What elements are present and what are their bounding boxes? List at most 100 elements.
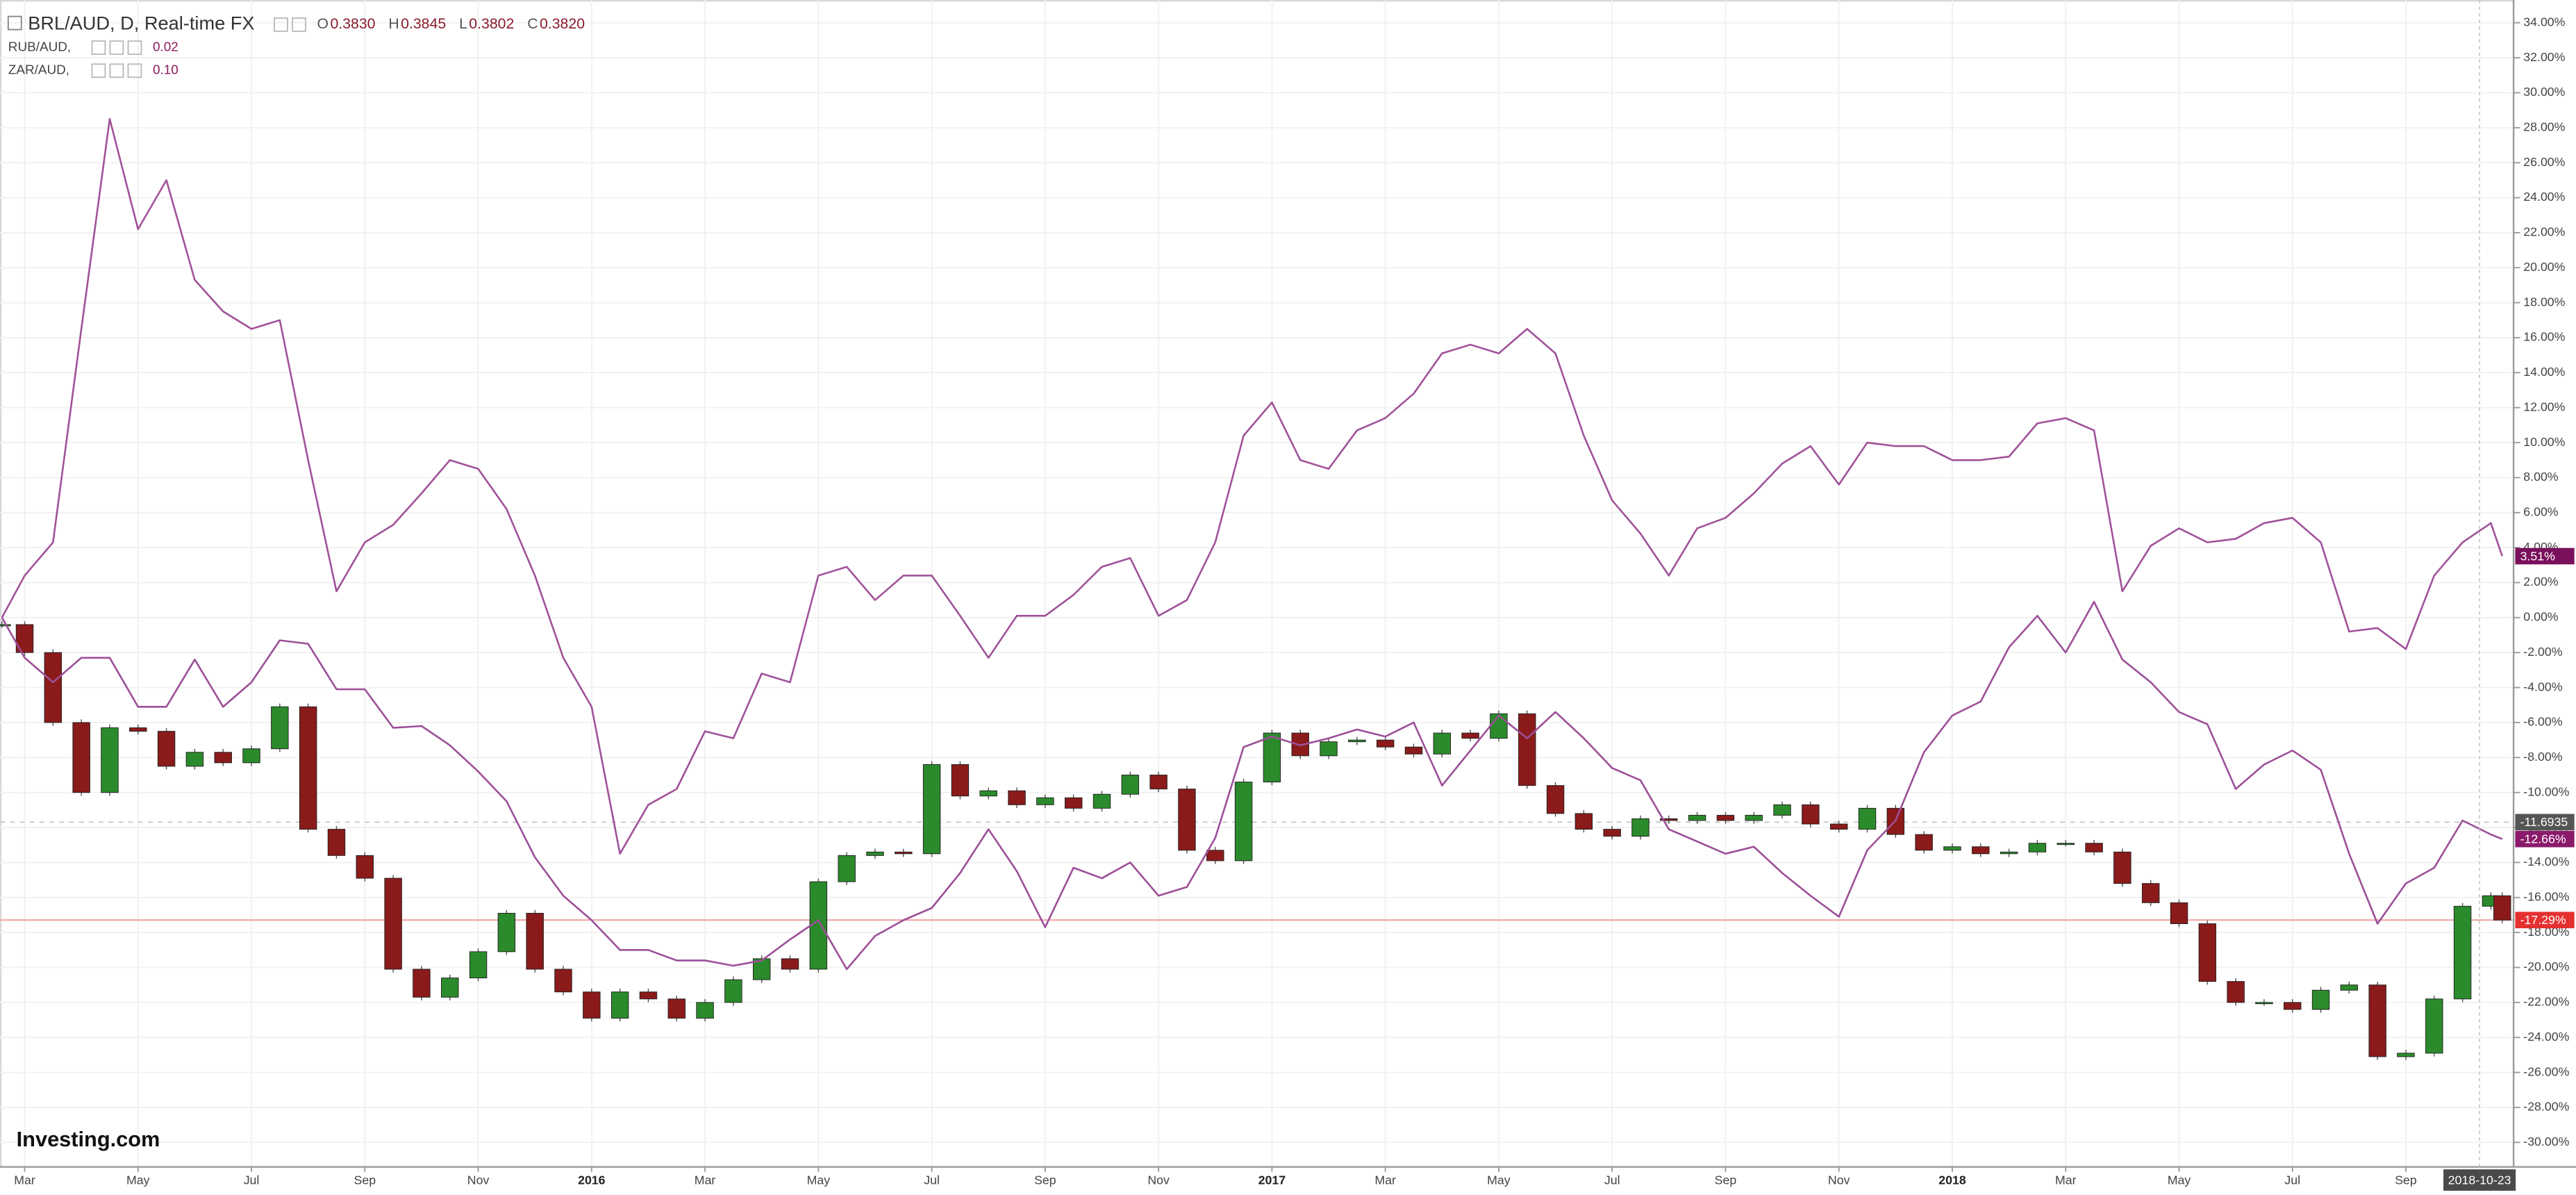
legend-value: 0.10	[153, 63, 178, 78]
y-tick-label: 14.00%	[2523, 365, 2565, 379]
candle-body	[1178, 789, 1196, 851]
candle-body	[2141, 883, 2160, 903]
candle-body	[2340, 984, 2359, 991]
x-tick-label: Sep	[354, 1173, 376, 1187]
y-tick-label: -14.00%	[2523, 855, 2569, 868]
candle-body	[242, 748, 260, 764]
candle-body	[1064, 797, 1083, 809]
legend-name: RUB/AUD,	[8, 40, 71, 55]
candle-body	[866, 851, 884, 856]
candle-body	[724, 979, 742, 1003]
y-tick-label: 32.00%	[2523, 50, 2565, 64]
candle-body	[2311, 989, 2330, 1010]
x-tick-label: Mar	[1374, 1173, 1396, 1187]
candle-body	[1745, 814, 1763, 821]
y-tick-label: -16.00%	[2523, 889, 2569, 903]
candle-body	[2198, 923, 2217, 982]
candle-body	[895, 851, 913, 855]
y-tick-label: -22.00%	[2523, 995, 2569, 1009]
price-badge-label: 3.51%	[2520, 549, 2556, 563]
candle-body	[2368, 984, 2386, 1057]
y-tick-label: -24.00%	[2523, 1030, 2569, 1044]
candle-body	[1972, 846, 1990, 855]
y-tick-label: -6.00%	[2523, 715, 2562, 729]
candle-body	[2453, 905, 2472, 1000]
y-tick-label: -2.00%	[2523, 645, 2562, 659]
candle-body	[1008, 790, 1026, 805]
candle-body	[1036, 797, 1054, 805]
y-tick-label: -20.00%	[2523, 959, 2569, 973]
series-line	[1, 600, 2503, 971]
candle-body	[1461, 732, 1479, 739]
candle-body	[413, 969, 431, 998]
candle-body	[271, 706, 289, 750]
icon[interactable]	[91, 40, 106, 56]
price-badge-label: -11.6935	[2520, 815, 2568, 829]
x-axis-bg	[0, 1167, 2576, 1195]
x-tick-label: Mar	[14, 1173, 35, 1187]
candle-body	[1631, 818, 1650, 837]
candle-body	[1404, 746, 1423, 755]
candle-body	[497, 912, 516, 953]
y-tick-label: 26.00%	[2523, 155, 2565, 169]
price-badge	[2515, 547, 2575, 565]
icon[interactable]	[109, 40, 124, 56]
candle-body	[1490, 713, 1508, 739]
candle-body	[469, 951, 488, 979]
candle-body	[1773, 804, 1791, 816]
candle-body	[44, 652, 63, 723]
candle-body	[1320, 741, 1338, 757]
legend-value: 0.02	[153, 40, 178, 55]
icon[interactable]	[127, 40, 142, 56]
ohlc-key: C	[527, 15, 538, 32]
candle-body	[2170, 902, 2188, 925]
x-tick-label: 2018	[1938, 1173, 1966, 1187]
icon[interactable]	[127, 63, 142, 79]
x-tick-label: May	[807, 1173, 831, 1187]
y-axis-bg	[2513, 0, 2576, 1167]
candle-body	[2284, 1002, 2302, 1010]
candle-body	[72, 722, 90, 793]
price-badge	[2515, 830, 2575, 848]
icon[interactable]	[274, 17, 288, 32]
y-tick-label: 2.00%	[2523, 575, 2559, 588]
x-tick-label: Nov	[467, 1173, 490, 1187]
candle-body	[1376, 739, 1395, 748]
legend-name: ZAR/AUD,	[8, 63, 69, 78]
x-tick-label: May	[126, 1173, 150, 1187]
candle-body	[554, 969, 572, 993]
candle-body	[384, 877, 402, 970]
candle-body	[1263, 732, 1281, 783]
y-tick-label: 18.00%	[2523, 295, 2565, 308]
candle-body	[2000, 851, 2018, 855]
candle-body	[1546, 785, 1565, 814]
collapse-icon[interactable]	[7, 15, 22, 31]
source-logo: Investing.com	[17, 1127, 160, 1151]
y-tick-label: 16.00%	[2523, 330, 2565, 344]
y-tick-label: -26.00%	[2523, 1064, 2569, 1078]
y-tick-label: -8.00%	[2523, 750, 2562, 764]
icon[interactable]	[109, 63, 124, 79]
candle-body	[1092, 793, 1111, 809]
price-badge-label: -17.29%	[2520, 913, 2566, 927]
icon[interactable]	[91, 63, 106, 79]
candle-body	[951, 764, 970, 797]
candle-body	[838, 855, 856, 882]
candle-body	[1886, 807, 1905, 835]
candle-body	[1660, 818, 1678, 821]
candle-body	[639, 991, 658, 1000]
candle-body	[2227, 981, 2245, 1003]
icon[interactable]	[292, 17, 306, 32]
candle-body	[2056, 843, 2075, 846]
x-cursor-badge	[2443, 1169, 2516, 1191]
candle-body	[356, 855, 374, 879]
candle-body	[1149, 775, 1167, 790]
candle-body	[185, 752, 204, 767]
candle-body	[1802, 804, 1820, 825]
candle-body	[2255, 1002, 2273, 1005]
y-tick-label: 12.00%	[2523, 399, 2565, 413]
candle-body	[299, 706, 317, 830]
candle-body	[1943, 846, 1961, 851]
